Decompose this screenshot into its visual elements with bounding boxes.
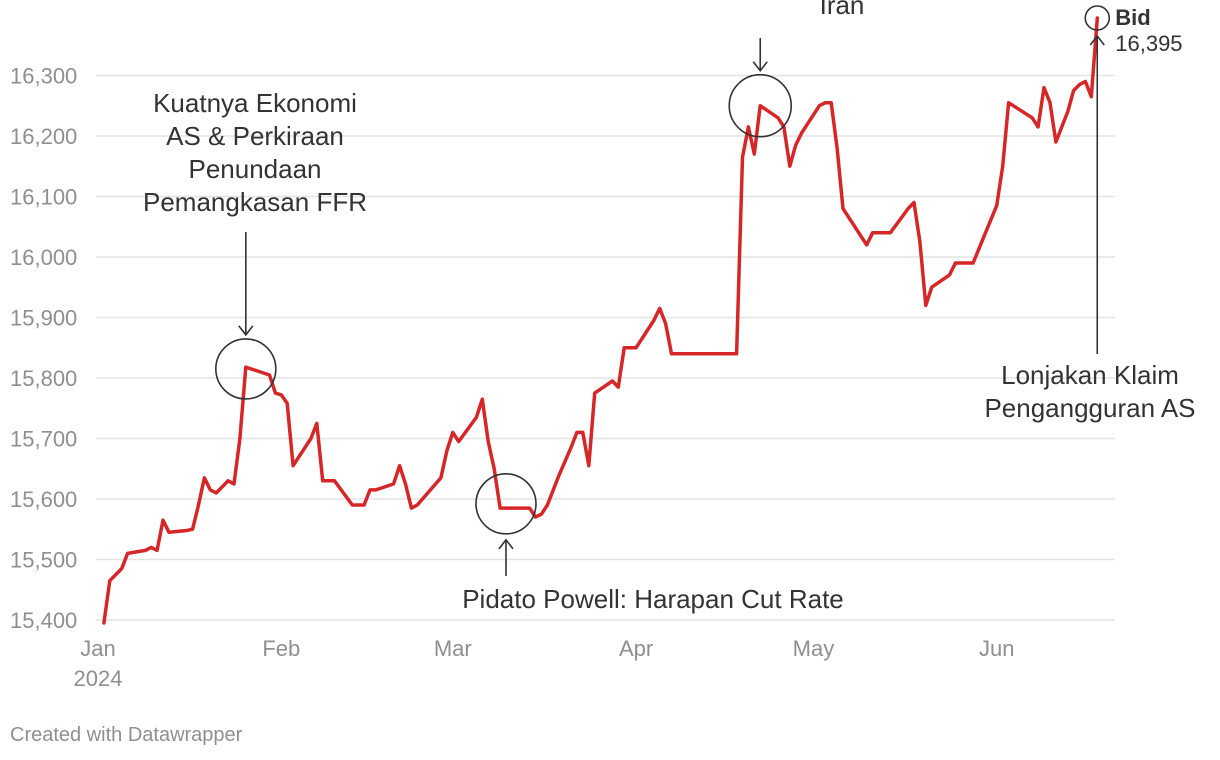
x-axis: Jan 2024 Feb Mar Apr May Jun (74, 636, 1015, 691)
annotation-text: Iran (820, 0, 865, 20)
y-tick-label: 15,400 (10, 608, 77, 633)
series-line-bid (102, 16, 1100, 625)
y-axis: 15,400 15,500 15,600 15,700 15,800 15,900 16,0… (10, 63, 77, 633)
annotation-circle (1084, 5, 1111, 31)
annotation-circle (215, 338, 277, 400)
x-tick-label: Jan (80, 636, 115, 661)
line-chart: 15,400 15,500 15,600 15,700 15,800 15,900 16,0… (10, 0, 1196, 691)
annotation-text: Penundaan (188, 154, 321, 184)
y-tick-label: 15,600 (10, 487, 77, 512)
y-tick-label: 15,700 (10, 426, 77, 451)
annotation-text: Pengangguran AS (984, 393, 1195, 423)
arrow-head (1089, 34, 1105, 46)
x-tick-label: Jun (979, 636, 1014, 661)
x-tick-label: May (793, 636, 835, 661)
x-tick-label: Apr (619, 636, 653, 661)
annotation: Iran (728, 0, 865, 138)
y-tick-label: 16,100 (10, 184, 77, 209)
annotation: Pidato Powell: Harapan Cut Rate (462, 473, 844, 614)
series-end-value: 16,395 (1115, 31, 1182, 56)
y-tick-label: 15,900 (10, 305, 77, 330)
y-tick-label: 15,500 (10, 547, 77, 572)
x-tick-label: Feb (262, 636, 300, 661)
x-tick-label: Mar (434, 636, 472, 661)
series-end-label: Bid (1115, 5, 1150, 30)
credit-text: Created with Datawrapper (10, 724, 243, 746)
x-tick-sublabel: 2024 (74, 666, 123, 691)
series-layer (102, 16, 1100, 625)
y-tick-label: 16,200 (10, 124, 77, 149)
annotation-circle (728, 73, 793, 138)
y-tick-label: 16,300 (10, 63, 77, 88)
y-tick-label: 16,000 (10, 245, 77, 270)
annotation-text: AS & Perkiraan (166, 121, 344, 151)
annotation-text: Kuatnya Ekonomi (153, 88, 357, 118)
arrow-head (498, 538, 514, 550)
arrow-head (752, 61, 768, 73)
annotation-text: Lonjakan Klaim (1001, 360, 1179, 390)
annotation-circle (475, 473, 537, 535)
gridlines (96, 74, 1115, 621)
arrow-head (238, 325, 254, 337)
annotation-text: Pemangkasan FFR (143, 187, 367, 217)
annotation-text: Pidato Powell: Harapan Cut Rate (462, 584, 844, 614)
y-tick-label: 15,800 (10, 366, 77, 391)
